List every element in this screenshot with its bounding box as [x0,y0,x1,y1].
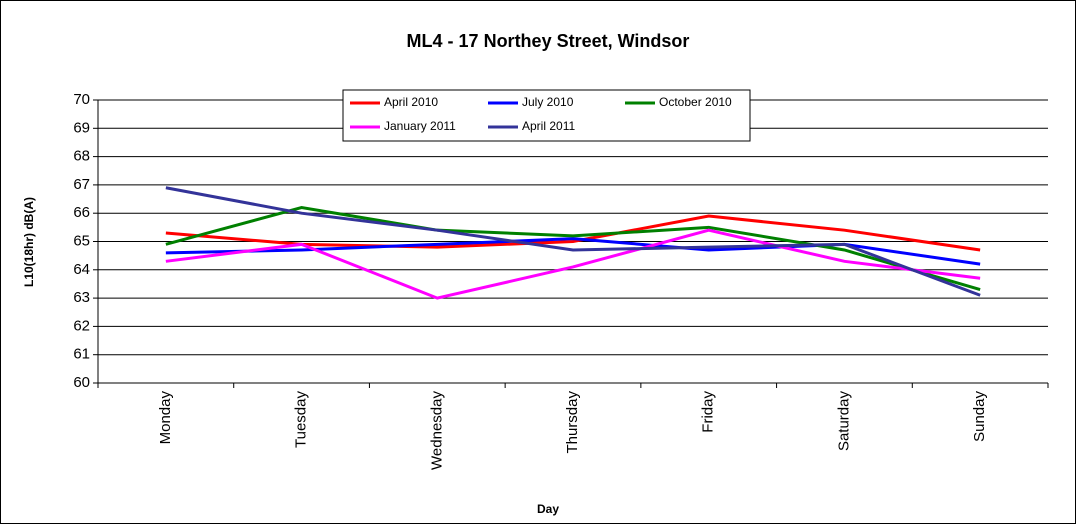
y-tick-label: 66 [73,204,90,221]
legend-box [342,89,751,142]
x-tick-label: Sunday [971,391,988,442]
y-tick-label: 60 [73,374,90,391]
legend-label: April 2011 [522,119,575,133]
y-tick-label: 67 [73,176,90,193]
y-tick-label: 65 [73,232,90,249]
y-tick-label: 70 [73,91,90,108]
x-tick-label: Saturday [835,391,852,452]
y-tick-label: 69 [73,119,90,136]
x-tick-label: Tuesday [293,391,310,448]
y-tick-label: 62 [73,317,90,334]
y-tick-label: 63 [73,289,90,306]
series-line [165,228,981,300]
x-tick-label: Wednesday [428,391,445,470]
series-line [165,206,981,292]
x-axis-label: Day [537,502,559,516]
legend-label: July 2010 [522,95,574,109]
y-tick-label: 61 [73,346,90,363]
x-tick-label: Monday [157,391,174,445]
y-tick-label: 68 [73,148,90,165]
legend-label: April 2010 [384,95,438,109]
y-axis-label: L10(18hr) dB(A) [22,197,36,287]
chart-title: ML4 - 17 Northey Street, Windsor [407,31,690,51]
x-tick-label: Friday [700,391,717,433]
x-tick-label: Thursday [564,391,581,454]
legend-label: January 2011 [384,119,456,133]
legend-label: October 2010 [659,95,732,109]
series-line [165,186,981,297]
y-tick-label: 64 [73,261,90,278]
